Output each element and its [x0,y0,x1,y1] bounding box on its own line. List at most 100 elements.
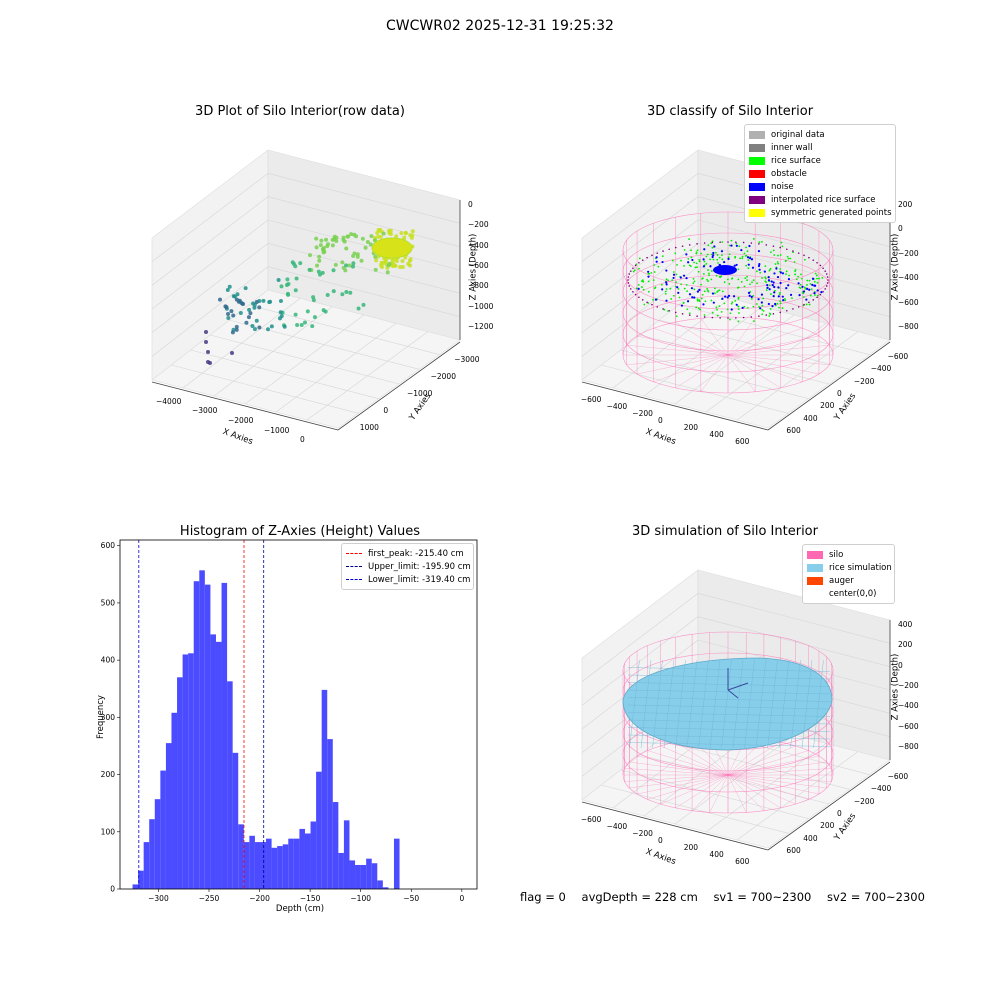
scatter-point [318,243,323,248]
interpolated-point [674,311,677,314]
legend-label: center(0,0) [829,588,877,599]
rice-surface-point [700,297,703,300]
scatter-point [340,292,345,297]
rice-surface-point [816,277,818,280]
rice-surface-point [768,284,771,287]
rice-surface-point [685,283,688,286]
interpolated-point [627,279,629,281]
rice-surface-point [776,261,779,263]
noise-point [772,295,775,298]
interpolated-point [628,273,631,275]
histogram-bar [232,752,239,889]
rice-surface-point [673,294,675,297]
rice-surface-point [749,283,751,286]
scatter-point [238,311,243,316]
interpolated-point [750,242,753,244]
rice-surface-point [710,270,713,272]
interpolated-point [632,290,634,293]
histogram-bar [160,770,166,889]
scatter-point [331,268,336,273]
scatter-point [373,267,378,272]
z-tick-label: 200 [898,640,913,650]
rice-surface-point [698,299,701,301]
scatter-point [234,327,239,332]
grid-line [581,266,699,357]
scatter-point [402,235,407,240]
histogram-bar [293,838,300,889]
rice-surface-point [737,305,740,308]
legend-swatch [807,550,823,559]
rice-surface-point [683,264,685,267]
rice-surface-point [810,288,813,291]
rice-surface-point [813,294,816,296]
scatter-point [286,282,291,287]
interpolated-point [641,299,644,301]
rice-surface-point [779,254,782,256]
noise-point [688,293,692,296]
silo-floor-spoke [660,774,729,805]
interpolated-point [674,246,677,249]
histogram-ticks: −300 −250 −200 −150 −100 −50 0 0 100 200 300 400 500… [101,541,465,903]
surface-mesh-line [698,659,709,749]
x-tick-label: −400 [606,822,628,832]
scatter-point [251,301,256,306]
rice-surface-point [710,253,713,256]
interpolated-point [651,303,653,306]
rice-surface-point [694,266,697,269]
legend-swatch [749,156,765,165]
noise-point [741,306,744,309]
interpolated-point [688,314,691,316]
legend-entry: rice surface [749,154,891,167]
grid-line [581,173,699,262]
histogram-bar [149,819,155,889]
histogram-bar [266,838,272,889]
histogram-bar [393,838,400,889]
legend-entry: symmetric generated points [749,206,892,219]
scatter-point [403,255,408,260]
raw-z-label: Z Axies (Depth) [468,233,479,301]
noise-point [757,249,761,253]
rice-surface-point [721,258,724,261]
rice-surface-point [686,308,689,311]
rice-surface-point [764,277,767,280]
y-tick-label: −600 [887,352,909,362]
rice-surface-point [678,296,681,299]
rice-surface-point [728,283,731,285]
scatter-point [307,267,312,272]
rice-surface-point [772,249,775,252]
scatter-point [352,232,357,237]
histogram-bar [288,838,294,889]
rice-surface-point [695,306,698,309]
interpolated-point [719,317,721,319]
scatter-point [372,238,377,243]
interpolated-point [656,306,659,308]
silo-floor-spoke [727,774,796,805]
y-tick-label: 0 [110,885,115,894]
rice-surface-point [653,271,656,273]
scatter-point [319,238,324,243]
histogram-bar [193,581,200,889]
z-tick-label: −600 [468,261,489,270]
histogram-bar [249,835,255,889]
interpolated-point [792,308,794,310]
x-tick-label: 0 [658,836,663,845]
scatter-point [379,264,384,269]
histogram-bar [355,864,361,889]
noise-point [747,291,751,294]
scatter-point [278,310,283,315]
noise-point [735,263,738,267]
interpolated-point [735,317,737,319]
interpolated-point [808,256,810,259]
x-tick-label: 400 [709,849,724,859]
noise-point [702,303,705,306]
silo-floor-spoke [727,750,809,776]
scatter-point [369,234,374,239]
x-tick-label: 200 [683,422,699,432]
histogram-bar [332,802,339,889]
noise-point [816,289,819,292]
histogram-bar [310,821,317,889]
rice-surface-point [718,275,721,278]
rice-surface-point [738,245,741,248]
surface-mesh-line [627,689,831,695]
rice-surface-point [682,301,685,304]
